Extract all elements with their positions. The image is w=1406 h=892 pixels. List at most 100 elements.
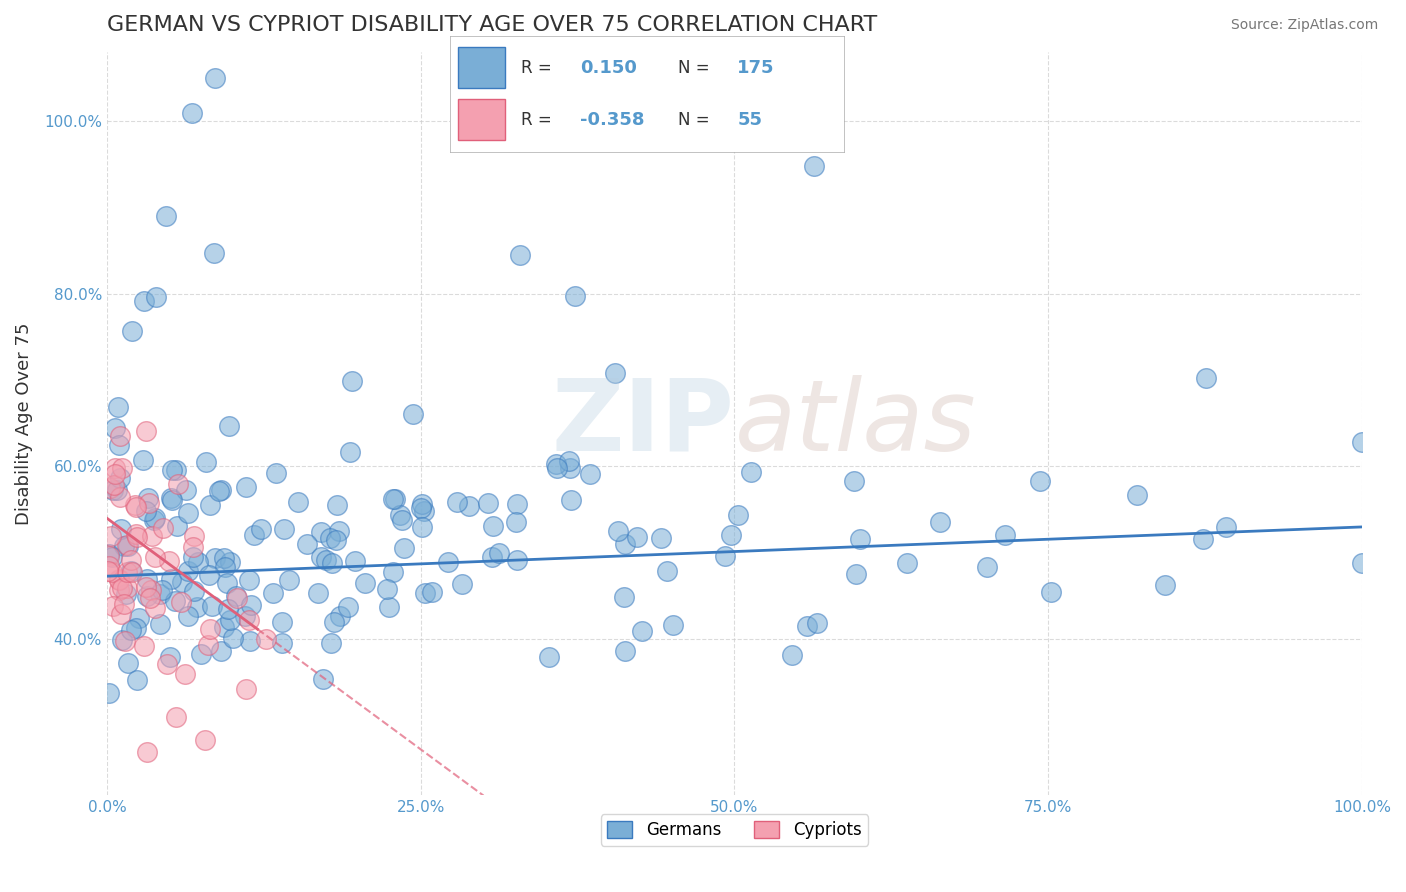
Point: [160, 493, 183, 508]
Point: [420, 585, 443, 599]
Point: [165, 594, 187, 608]
Point: [994, 528, 1017, 542]
Text: atlas: atlas: [734, 375, 976, 472]
Point: [111, 633, 134, 648]
Text: 55: 55: [737, 112, 762, 129]
Point: [239, 633, 262, 648]
Point: [312, 673, 335, 687]
Point: [606, 524, 628, 538]
Point: [107, 582, 129, 597]
Point: [321, 557, 343, 571]
Point: [149, 617, 172, 632]
Point: [108, 471, 131, 485]
Point: [112, 539, 135, 553]
Point: [546, 460, 568, 475]
Point: [613, 591, 636, 605]
Point: [727, 508, 749, 523]
Point: [156, 657, 179, 671]
Point: [165, 710, 187, 724]
Point: [117, 539, 139, 553]
Point: [451, 577, 474, 591]
Point: [121, 324, 143, 338]
Point: [225, 589, 247, 603]
Point: [190, 647, 212, 661]
Point: [505, 498, 527, 512]
Point: [136, 745, 159, 759]
Point: [135, 580, 157, 594]
Point: [842, 474, 865, 488]
Point: [135, 504, 157, 518]
Point: [125, 530, 148, 544]
Point: [143, 550, 166, 565]
Point: [108, 572, 131, 586]
Point: [198, 622, 221, 636]
Point: [626, 530, 648, 544]
Point: [849, 532, 872, 546]
Point: [200, 498, 222, 512]
Point: [250, 522, 273, 536]
Text: 175: 175: [737, 59, 775, 77]
Point: [143, 601, 166, 615]
Point: [97, 564, 120, 578]
Point: [384, 491, 406, 506]
Point: [796, 619, 818, 633]
Point: [159, 491, 181, 506]
Point: [170, 575, 193, 590]
Point: [183, 529, 205, 543]
Point: [481, 549, 503, 564]
Point: [392, 541, 415, 555]
Point: [564, 289, 586, 303]
Point: [117, 581, 139, 595]
Point: [105, 483, 128, 497]
Point: [103, 478, 125, 492]
Point: [125, 621, 148, 635]
Point: [309, 549, 332, 564]
Point: [114, 633, 136, 648]
Point: [297, 536, 319, 550]
Point: [136, 589, 159, 603]
Point: [254, 632, 277, 646]
Point: [235, 609, 257, 624]
Point: [135, 425, 157, 439]
Point: [98, 481, 121, 495]
Point: [177, 564, 200, 578]
Point: [578, 467, 600, 482]
Point: [120, 565, 142, 579]
Point: [325, 533, 347, 547]
Point: [167, 476, 190, 491]
Point: [976, 559, 998, 574]
Point: [202, 246, 225, 260]
Point: [266, 466, 288, 480]
Point: [219, 613, 242, 627]
Point: [104, 467, 127, 481]
Point: [239, 599, 262, 613]
Point: [97, 547, 120, 561]
Point: [415, 586, 437, 600]
Point: [482, 519, 505, 533]
Point: [389, 508, 412, 522]
Point: [141, 529, 163, 543]
Point: [720, 528, 742, 542]
Point: [139, 582, 162, 597]
Point: [336, 599, 359, 614]
Point: [780, 648, 803, 662]
Point: [509, 248, 531, 262]
Point: [174, 483, 197, 497]
Point: [740, 465, 762, 479]
Point: [108, 491, 131, 505]
Point: [225, 591, 247, 605]
Point: [159, 650, 181, 665]
Point: [381, 491, 404, 506]
Point: [377, 600, 399, 615]
Point: [1195, 370, 1218, 384]
Point: [354, 576, 377, 591]
FancyBboxPatch shape: [458, 47, 505, 88]
Point: [402, 407, 425, 421]
Point: [235, 480, 257, 494]
Point: [344, 554, 367, 568]
Point: [157, 554, 180, 568]
Point: [110, 429, 132, 443]
Point: [506, 552, 529, 566]
Point: [1153, 578, 1175, 592]
Point: [181, 105, 204, 120]
